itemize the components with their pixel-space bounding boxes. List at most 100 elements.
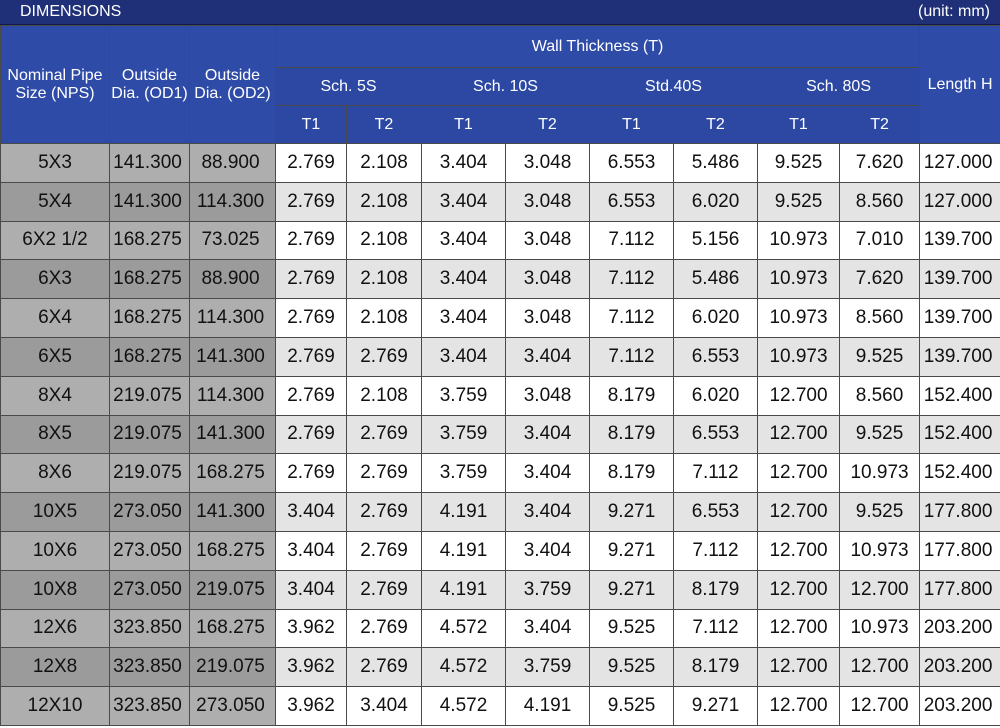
cell-sch80s-t2: 9.525 <box>838 336 921 377</box>
cell-sch80s-t2: 8.560 <box>838 181 921 222</box>
cell-nps: 8X5 <box>0 414 110 455</box>
cell-sch80s-t1: 12.700 <box>757 608 840 649</box>
cell-od1: 168.275 <box>109 259 190 300</box>
cell-sch80s-t1: 10.973 <box>757 336 840 377</box>
cell-sch10s-t2: 3.048 <box>505 181 590 222</box>
cell-od2: 141.300 <box>189 336 276 377</box>
header-t2: T2 <box>673 105 758 144</box>
cell-nps: 10X6 <box>0 530 110 571</box>
table-row: 6X5 168.275 141.300 2.769 2.769 3.404 3.404 7.1… <box>0 336 1000 377</box>
cell-sch5s-t2: 2.108 <box>346 259 422 300</box>
cell-sch10s-t2: 3.404 <box>505 530 590 571</box>
cell-nps: 10X8 <box>0 569 110 610</box>
cell-od2: 141.300 <box>189 492 276 532</box>
cell-od2: 168.275 <box>189 453 276 494</box>
cell-std40s-t1: 9.271 <box>589 569 674 610</box>
cell-length: 177.800 <box>919 492 1000 532</box>
cell-length: 203.200 <box>919 647 1000 688</box>
cell-od1: 323.850 <box>109 686 190 726</box>
cell-sch5s-t2: 2.108 <box>346 181 422 222</box>
cell-std40s-t1: 7.112 <box>589 336 674 377</box>
cell-sch80s-t1: 12.700 <box>757 375 840 416</box>
cell-length: 139.700 <box>919 220 1000 261</box>
cell-sch10s-t2: 3.048 <box>505 220 590 261</box>
cell-sch10s-t1: 4.191 <box>421 492 506 532</box>
cell-sch5s-t1: 2.769 <box>275 259 347 300</box>
cell-sch10s-t2: 3.759 <box>505 647 590 688</box>
cell-length: 177.800 <box>919 530 1000 571</box>
cell-od1: 273.050 <box>109 492 190 532</box>
cell-length: 139.700 <box>919 259 1000 300</box>
cell-sch5s-t1: 2.769 <box>275 375 347 416</box>
cell-std40s-t1: 6.553 <box>589 181 674 222</box>
cell-std40s-t2: 6.020 <box>673 298 758 338</box>
header-t1: T1 <box>757 105 840 144</box>
cell-sch80s-t2: 9.525 <box>838 414 921 455</box>
table-row: 5X3 141.300 88.900 2.769 2.108 3.404 3.048 6.55… <box>0 143 1000 183</box>
cell-std40s-t1: 8.179 <box>589 414 674 455</box>
cell-sch10s-t1: 4.191 <box>421 569 506 610</box>
cell-sch5s-t1: 3.962 <box>275 608 347 649</box>
header-t1: T1 <box>421 105 506 144</box>
cell-sch80s-t2: 7.620 <box>838 143 921 183</box>
cell-sch10s-t1: 3.759 <box>421 414 506 455</box>
cell-sch80s-t2: 7.620 <box>838 259 921 300</box>
table-row: 10X6 273.050 168.275 3.404 2.769 4.191 3.404 9.… <box>0 530 1000 571</box>
cell-od1: 168.275 <box>109 336 190 377</box>
cell-od2: 273.050 <box>189 686 276 726</box>
cell-std40s-t1: 9.525 <box>589 647 674 688</box>
header-std-40s: Std.40S <box>589 67 758 106</box>
table-row: 12X8 323.850 219.075 3.962 2.769 4.572 3.759 9.… <box>0 647 1000 688</box>
cell-sch5s-t1: 2.769 <box>275 298 347 338</box>
cell-sch5s-t1: 2.769 <box>275 453 347 494</box>
cell-sch5s-t1: 3.404 <box>275 492 347 532</box>
cell-sch5s-t1: 3.962 <box>275 647 347 688</box>
cell-sch80s-t2: 8.560 <box>838 375 921 416</box>
cell-std40s-t1: 6.553 <box>589 143 674 183</box>
cell-sch10s-t2: 3.048 <box>505 259 590 300</box>
cell-od1: 323.850 <box>109 608 190 649</box>
cell-od2: 88.900 <box>189 259 276 300</box>
cell-od1: 168.275 <box>109 220 190 261</box>
cell-od2: 141.300 <box>189 414 276 455</box>
header-wall-thickness: Wall Thickness (T) <box>274 25 921 68</box>
cell-nps: 6X3 <box>0 259 110 300</box>
header-nps: Nominal Pipe Size (NPS) <box>0 25 110 144</box>
cell-std40s-t2: 6.553 <box>673 414 758 455</box>
cell-sch80s-t2: 12.700 <box>838 686 921 726</box>
cell-sch5s-t1: 3.404 <box>275 530 347 571</box>
cell-sch5s-t1: 2.769 <box>275 143 347 183</box>
cell-sch5s-t2: 2.108 <box>346 298 422 338</box>
cell-sch80s-t2: 10.973 <box>838 608 921 649</box>
header-t1: T1 <box>275 105 347 144</box>
cell-nps: 8X4 <box>0 375 110 416</box>
cell-sch10s-t2: 3.404 <box>505 336 590 377</box>
cell-sch80s-t1: 10.973 <box>757 298 840 338</box>
header-t1: T1 <box>589 105 674 144</box>
header-t2: T2 <box>505 105 590 144</box>
cell-sch10s-t1: 4.572 <box>421 686 506 726</box>
cell-sch10s-t1: 4.191 <box>421 530 506 571</box>
cell-od2: 168.275 <box>189 608 276 649</box>
cell-nps: 10X5 <box>0 492 110 532</box>
cell-length: 177.800 <box>919 569 1000 610</box>
cell-od1: 273.050 <box>109 569 190 610</box>
cell-std40s-t1: 8.179 <box>589 375 674 416</box>
cell-sch5s-t1: 2.769 <box>275 220 347 261</box>
cell-nps: 6X2 1/2 <box>0 220 110 261</box>
cell-nps: 12X10 <box>0 686 110 726</box>
dimensions-table: Nominal Pipe Size (NPS) Outside Dia. (OD… <box>0 25 1000 726</box>
cell-sch5s-t2: 2.769 <box>346 530 422 571</box>
cell-od2: 114.300 <box>189 375 276 416</box>
cell-std40s-t2: 5.486 <box>673 143 758 183</box>
cell-std40s-t1: 9.271 <box>589 492 674 532</box>
cell-sch80s-t1: 12.700 <box>757 530 840 571</box>
cell-std40s-t2: 6.553 <box>673 336 758 377</box>
cell-od2: 73.025 <box>189 220 276 261</box>
header-length: Length H <box>919 25 1000 144</box>
cell-std40s-t2: 6.020 <box>673 375 758 416</box>
header-sch-10s: Sch. 10S <box>421 67 590 106</box>
cell-sch10s-t1: 3.404 <box>421 259 506 300</box>
cell-std40s-t2: 8.179 <box>673 569 758 610</box>
cell-od2: 168.275 <box>189 530 276 571</box>
